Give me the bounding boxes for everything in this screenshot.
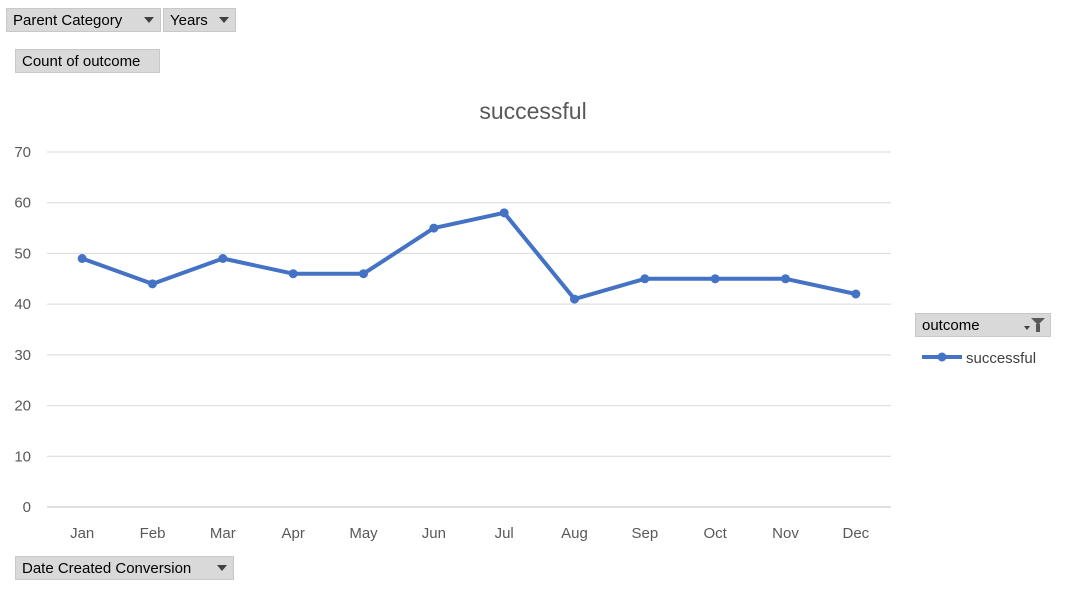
chevron-down-icon [144,17,154,23]
x-tick-label: Oct [703,525,727,542]
parent-category-label: Parent Category [13,11,123,29]
data-point [77,254,87,263]
legend-field-label: outcome [922,316,980,334]
filter-icon [1024,318,1045,332]
parent-category-filter-button[interactable]: Parent Category [6,8,161,32]
data-point [288,269,298,279]
x-tick-label: Jun [422,525,446,542]
chevron-down-icon [219,17,229,23]
x-tick-label: Apr [281,525,304,542]
axis-field-button[interactable]: Date Created Conversion [15,556,234,580]
y-tick-label: 0 [23,499,31,516]
x-tick-label: Sep [631,525,658,542]
data-point [359,269,368,279]
x-tick-label: Jan [70,525,94,542]
x-tick-label: Jul [495,525,514,542]
legend-entry-successful: successful [966,350,1036,367]
data-point [148,279,157,289]
x-tick-label: Mar [210,525,236,542]
data-point [570,294,579,304]
x-tick-label: Feb [140,525,166,542]
y-tick-labels: 0 10 20 30 40 50 60 70 [14,144,31,516]
legend-field-button[interactable]: outcome [915,313,1051,337]
data-point [710,274,720,284]
years-label: Years [170,11,208,29]
data-point [640,274,650,284]
series-line-successful [80,210,858,302]
y-tick-label: 40 [14,296,31,313]
legend: successful [922,350,1036,367]
data-point [781,274,790,284]
x-tick-label: Dec [842,525,869,542]
y-tick-label: 70 [14,144,31,161]
chart-title: successful [479,98,586,124]
values-field-label: Count of outcome [22,52,141,70]
y-tick-label: 10 [14,448,31,465]
x-tick-labels: Jan Feb Mar Apr May Jun Jul Aug Sep Oct Nov Dec [70,525,870,542]
y-tick-label: 30 [14,347,31,364]
data-point [429,223,439,233]
y-tick-label: 50 [14,245,31,262]
x-tick-label: Aug [561,525,588,542]
data-point [851,289,861,299]
years-filter-button[interactable]: Years [163,8,236,32]
series-group [77,208,861,304]
x-tick-label: Nov [772,525,799,542]
axis-field-label: Date Created Conversion [22,559,192,577]
data-point [218,254,228,263]
values-field-button[interactable]: Count of outcome [15,49,160,73]
data-point [499,208,509,218]
y-tick-label: 60 [14,195,31,212]
gridlines [47,151,891,508]
x-tick-label: May [349,525,378,542]
legend-point-marker [937,352,947,362]
y-tick-label: 20 [14,398,31,415]
chevron-down-icon [217,565,227,571]
